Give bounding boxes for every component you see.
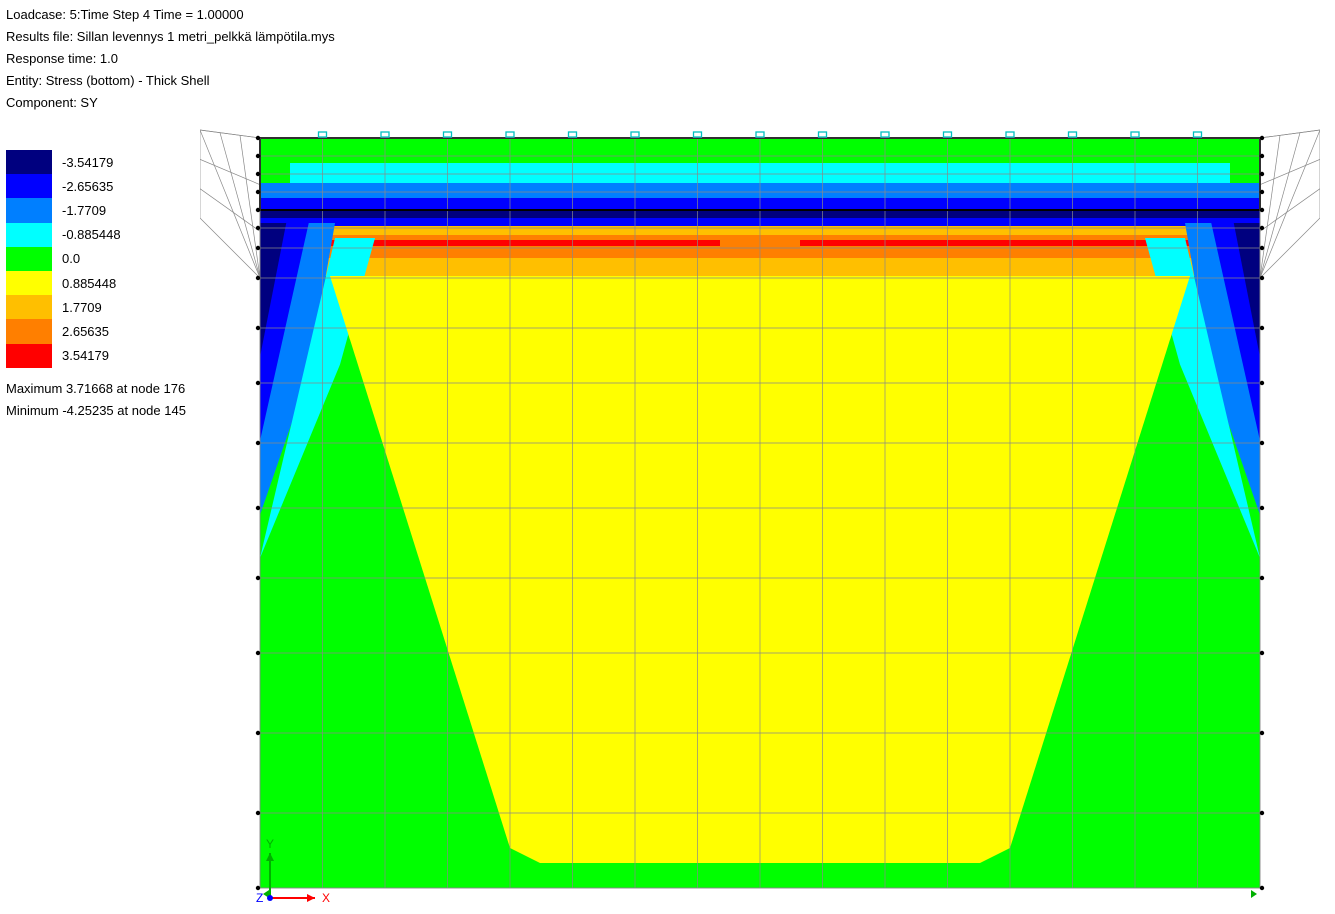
legend-value: 2.65635 [52, 324, 109, 339]
legend-swatch [6, 271, 52, 295]
results-file-label: Results file: Sillan levennys 1 metri_pe… [6, 26, 335, 48]
legend-swatch [6, 198, 52, 222]
axis-y-label: Y [266, 837, 274, 851]
contour-legend: -3.54179 -2.65635 -1.7709 -0.885448 0.0 0.885… [6, 150, 186, 422]
component-label: Component: SY [6, 92, 335, 114]
legend-row: -1.7709 [6, 198, 186, 222]
legend-swatch [6, 174, 52, 198]
legend-minimum: Minimum -4.25235 at node 145 [6, 400, 186, 422]
legend-value: -1.7709 [52, 203, 106, 218]
entity-label: Entity: Stress (bottom) - Thick Shell [6, 70, 335, 92]
legend-swatch [6, 150, 52, 174]
legend-maximum: Maximum 3.71668 at node 176 [6, 378, 186, 400]
axis-z-label: Z [256, 891, 263, 905]
legend-row: -0.885448 [6, 223, 186, 247]
legend-row: -3.54179 [6, 150, 186, 174]
legend-value: -2.65635 [52, 179, 113, 194]
legend-row: 1.7709 [6, 295, 186, 319]
analysis-header: Loadcase: 5:Time Step 4 Time = 1.00000 R… [6, 4, 335, 114]
legend-swatch [6, 344, 52, 368]
legend-value: 0.0 [52, 251, 80, 266]
legend-swatch [6, 247, 52, 271]
legend-row: 3.54179 [6, 344, 186, 368]
legend-row: 0.0 [6, 247, 186, 271]
loadcase-label: Loadcase: 5:Time Step 4 Time = 1.00000 [6, 4, 335, 26]
legend-value: -3.54179 [52, 155, 113, 170]
legend-value: -0.885448 [52, 227, 121, 242]
legend-value: 1.7709 [52, 300, 102, 315]
legend-row: 0.885448 [6, 271, 186, 295]
response-time-label: Response time: 1.0 [6, 48, 335, 70]
legend-value: 0.885448 [52, 276, 116, 291]
legend-swatch [6, 223, 52, 247]
legend-swatch [6, 295, 52, 319]
legend-swatch [6, 319, 52, 343]
model-viewport[interactable]: X Y Z [200, 128, 1320, 910]
axis-x-label: X [322, 891, 330, 905]
legend-row: -2.65635 [6, 174, 186, 198]
legend-row: 2.65635 [6, 319, 186, 343]
legend-value: 3.54179 [52, 348, 109, 363]
contour-plot: X Y Z [200, 128, 1320, 910]
